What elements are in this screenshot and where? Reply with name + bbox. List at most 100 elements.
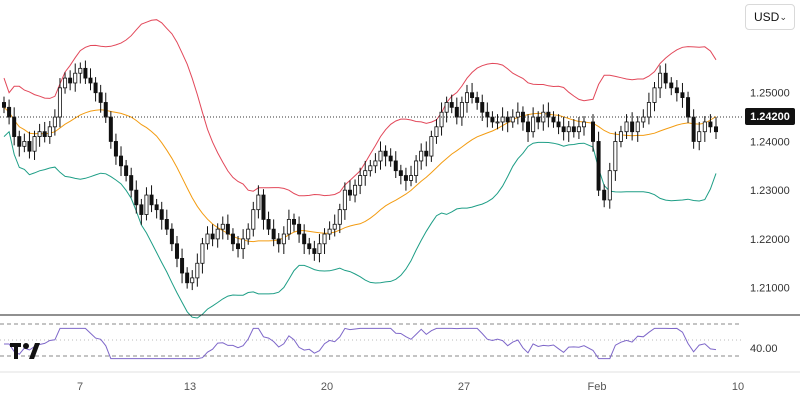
candle-down xyxy=(556,121,561,128)
candle-down xyxy=(276,238,281,245)
candle-up xyxy=(52,116,57,128)
candle-up xyxy=(342,189,347,211)
candle-up xyxy=(419,150,424,162)
price-axis: 1.25000 1.24000 1.23000 1.22000 1.21000 xyxy=(750,88,790,295)
candle-up xyxy=(531,116,536,133)
candle-down xyxy=(180,257,185,274)
candle-down xyxy=(266,219,271,230)
candle-down xyxy=(139,204,144,215)
candle-up xyxy=(281,233,286,245)
price-tick-label: 1.25000 xyxy=(750,88,790,100)
candle-up xyxy=(624,121,629,133)
candle-up xyxy=(697,131,702,142)
candle-up xyxy=(510,116,515,123)
upper-band-line xyxy=(3,19,717,197)
time-axis: 7 13 20 27 Feb 10 xyxy=(77,381,744,393)
candle-down xyxy=(83,67,88,79)
candle-down xyxy=(449,102,454,108)
candle-down xyxy=(470,92,475,98)
candle-up xyxy=(322,233,327,245)
candle-down xyxy=(12,116,17,137)
candle-up xyxy=(73,72,78,84)
currency-selector[interactable]: USD ⌄ xyxy=(745,4,795,30)
rsi-path xyxy=(4,327,717,360)
candle-up xyxy=(215,228,220,240)
candle-down xyxy=(536,116,541,123)
candle-up xyxy=(241,238,246,250)
candle-down xyxy=(663,72,668,84)
candle-down xyxy=(159,209,164,220)
candle-up xyxy=(32,136,37,152)
candle-down xyxy=(424,150,429,157)
candle-down xyxy=(526,121,531,133)
candle-down xyxy=(551,116,556,123)
price-tick-label: 1.22000 xyxy=(750,234,790,246)
candle-up xyxy=(566,126,571,133)
candle-up xyxy=(582,121,587,128)
price-tick-label: 1.21000 xyxy=(750,283,790,295)
candle-down xyxy=(17,136,22,147)
candle-down xyxy=(388,155,393,162)
candle-down xyxy=(475,97,480,103)
candle-up xyxy=(613,141,618,172)
candle-down xyxy=(708,121,713,128)
candle-down xyxy=(134,189,139,206)
candle-down xyxy=(68,77,73,84)
candle-down xyxy=(383,150,388,157)
candle-up xyxy=(220,223,225,230)
lower-band xyxy=(3,130,717,319)
candle-up xyxy=(658,72,663,89)
candle-up xyxy=(190,277,195,284)
candle-down xyxy=(297,223,302,235)
candle-up xyxy=(368,165,373,172)
price-tick-label: 1.23000 xyxy=(750,185,790,197)
candle-down xyxy=(27,141,32,152)
candle-up xyxy=(646,102,651,118)
candle-down xyxy=(93,82,98,94)
candle-down xyxy=(119,155,124,167)
candle-down xyxy=(680,92,685,98)
candle-up xyxy=(439,111,444,128)
candle-down xyxy=(225,223,230,235)
candle-down xyxy=(312,248,317,254)
candle-up xyxy=(47,126,52,137)
candle-up xyxy=(317,243,322,254)
candle-up xyxy=(256,194,261,211)
candle-down xyxy=(571,126,576,133)
candle-down xyxy=(596,141,601,191)
candle-down xyxy=(236,243,241,250)
time-tick-label: 20 xyxy=(321,381,333,393)
candle-down xyxy=(103,102,108,118)
time-tick-label: Feb xyxy=(588,381,607,393)
candle-down xyxy=(124,165,129,176)
candle-up xyxy=(500,116,505,123)
candle-up xyxy=(332,223,337,230)
candle-up xyxy=(22,141,27,147)
candle-down xyxy=(480,102,485,113)
tradingview-logo-icon xyxy=(10,340,44,362)
candle-down xyxy=(505,116,510,123)
candle-up xyxy=(57,87,62,118)
candle-down xyxy=(98,92,103,103)
candle-up xyxy=(702,121,707,133)
candle-up xyxy=(409,175,414,181)
candle-down xyxy=(174,243,179,259)
candle-up xyxy=(78,67,83,74)
candle-down xyxy=(591,121,596,142)
candle-down xyxy=(686,97,691,118)
candle-down xyxy=(302,233,307,245)
candle-up xyxy=(495,121,500,124)
candle-up xyxy=(353,184,358,196)
candle-down xyxy=(347,189,352,196)
candle-up xyxy=(635,121,640,133)
candle-down xyxy=(2,102,7,108)
candle-down xyxy=(714,126,719,133)
rsi-line xyxy=(4,327,717,360)
candle-down xyxy=(398,170,403,176)
candle-down xyxy=(485,111,490,118)
chevron-down-icon: ⌄ xyxy=(779,11,787,22)
candle-up xyxy=(618,131,623,142)
candle-down xyxy=(630,121,635,133)
candle-up xyxy=(444,102,449,113)
